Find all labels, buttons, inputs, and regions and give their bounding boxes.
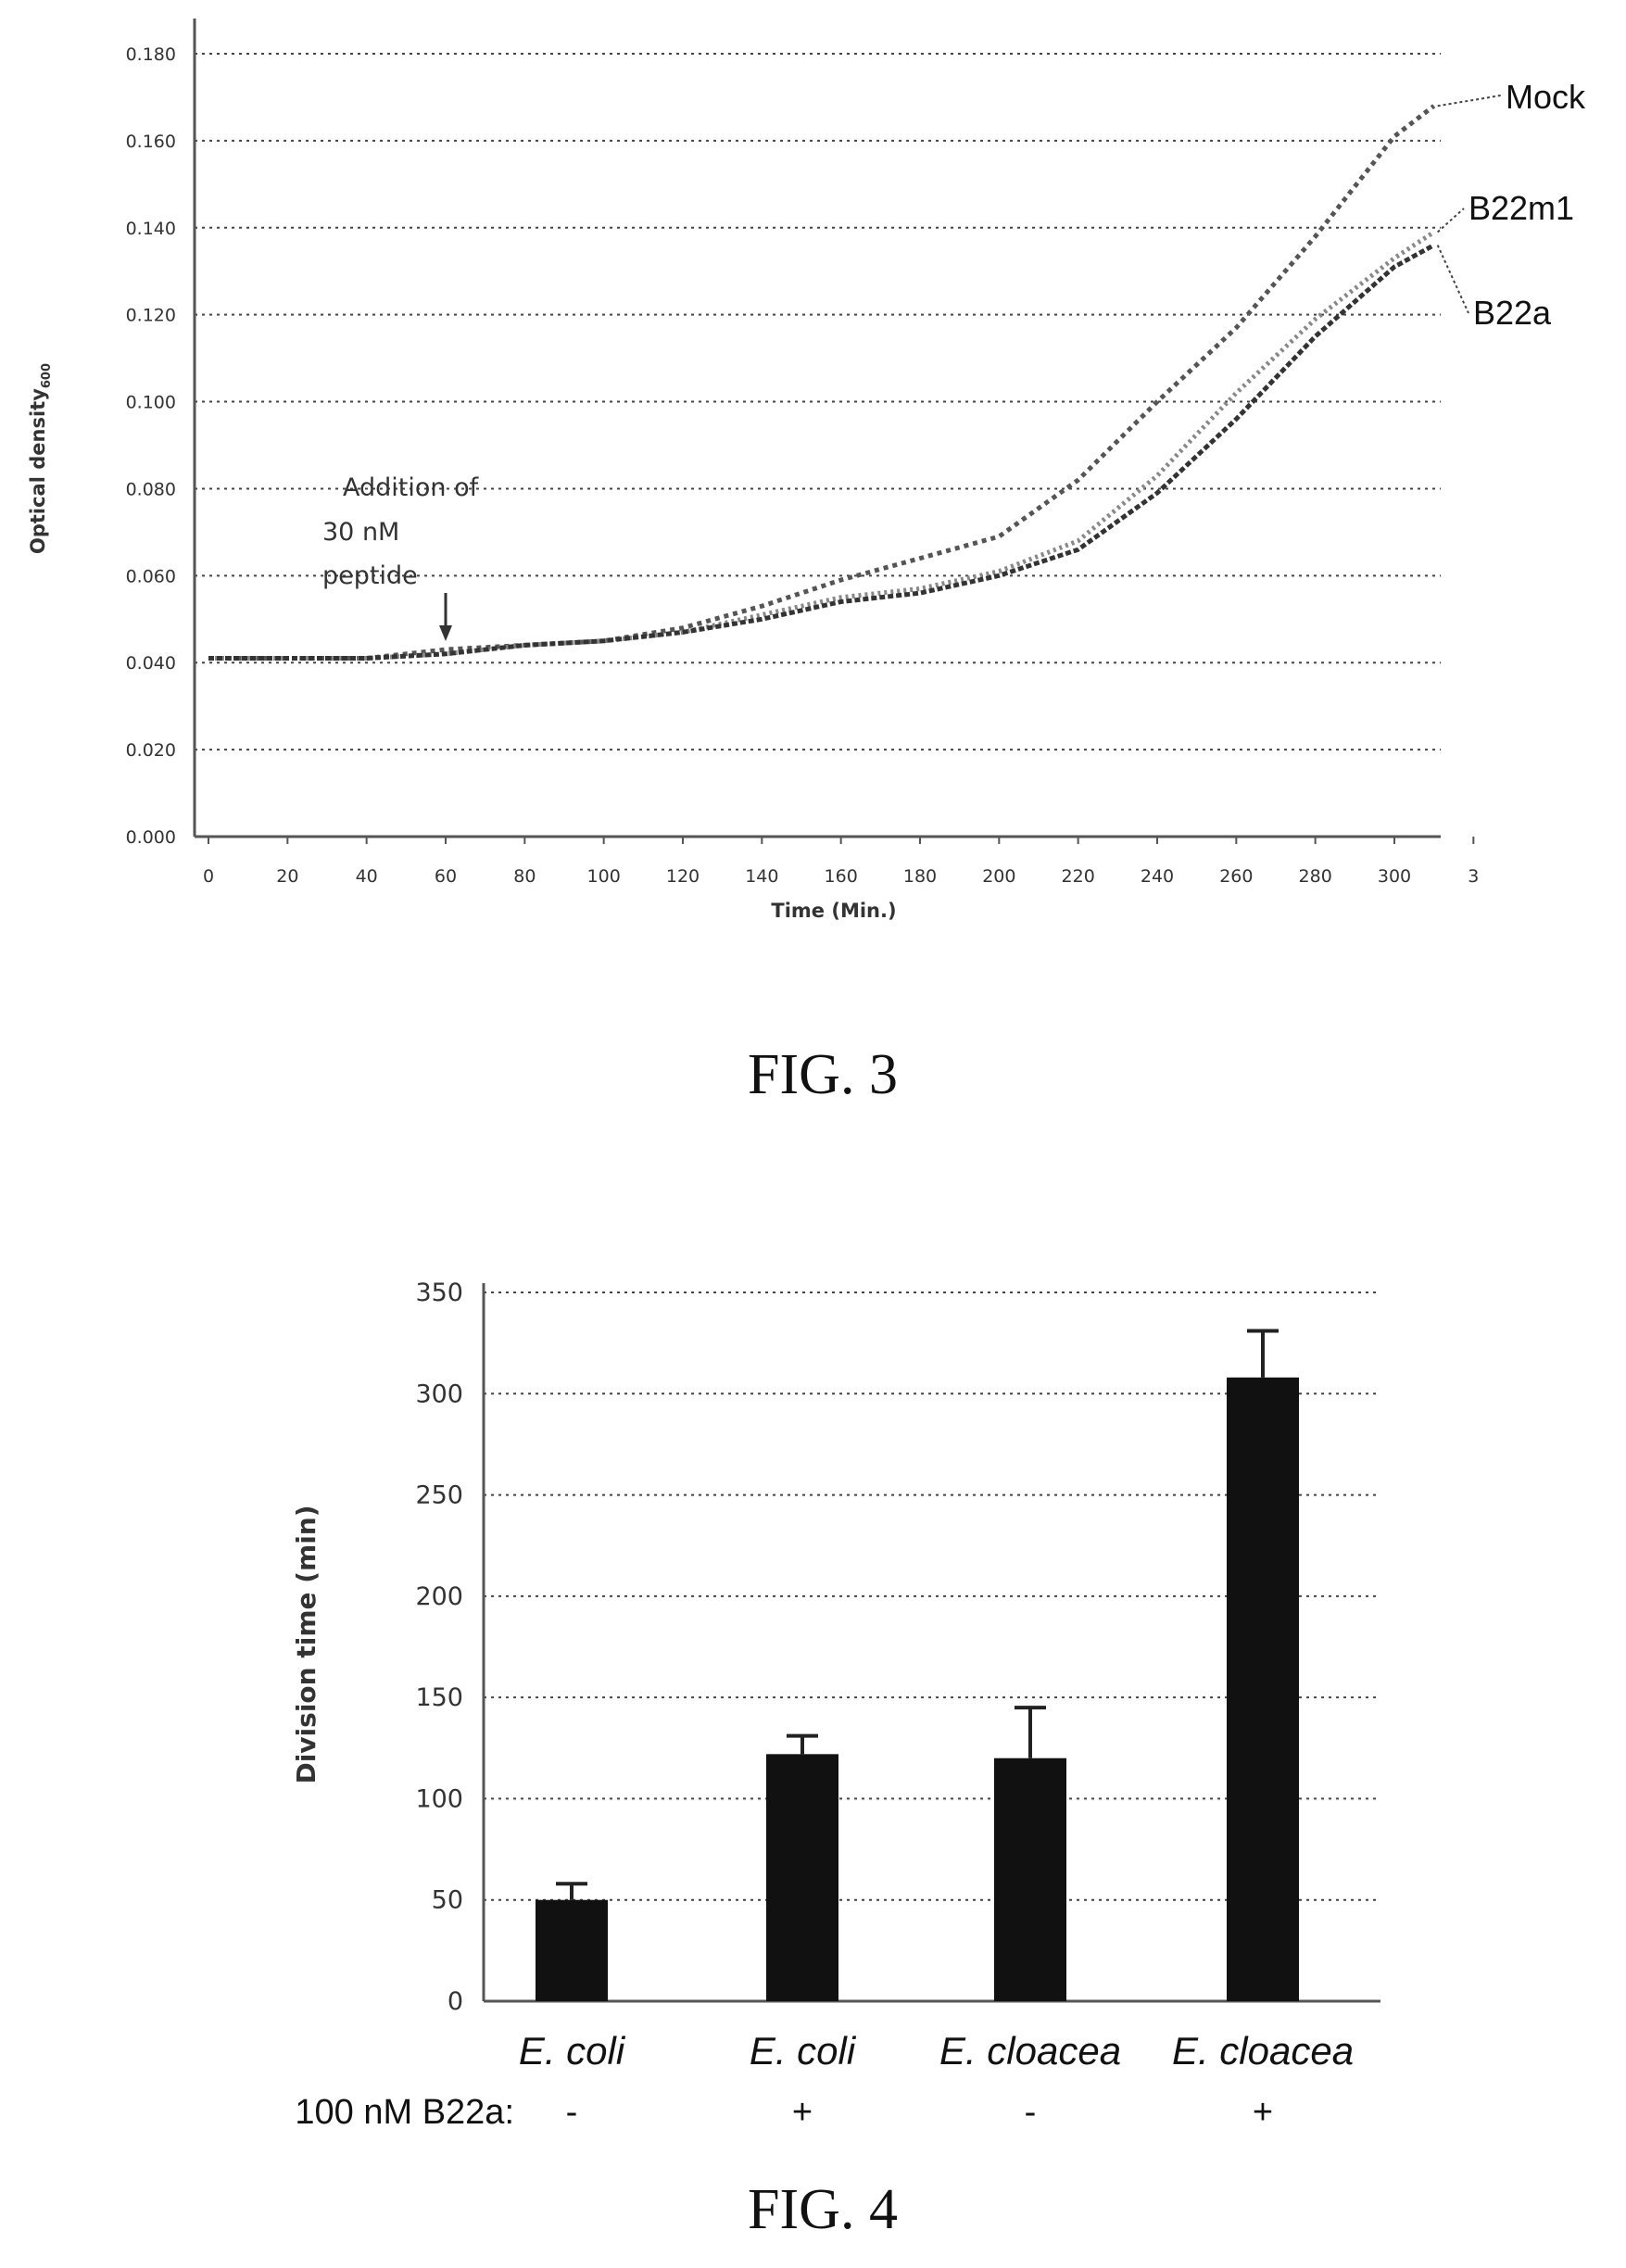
condition-value: - xyxy=(1025,2093,1037,2132)
fig3-y-axis-title: Optical density600 xyxy=(27,363,54,554)
fig3-y-tick: 0.140 xyxy=(126,219,176,239)
fig3-x-tick: 140 xyxy=(745,866,778,887)
bar xyxy=(536,1899,608,2001)
series-label-b22a: B22a xyxy=(1473,294,1552,332)
fig3-x-tick: 3 xyxy=(1468,866,1479,887)
fig3-x-tick-labels: 0 20 40 60 80 100 120 140 160 180 200 220 240 260 280 3… xyxy=(203,866,1479,887)
fig3-x-tick: 20 xyxy=(276,866,298,887)
bar xyxy=(994,1758,1066,2001)
fig4-bars xyxy=(536,1377,1299,2001)
series-leader-line xyxy=(1436,208,1465,233)
fig3-y-tick: 0.100 xyxy=(126,393,176,413)
fig4-y-tick: 350 xyxy=(415,1279,463,1307)
fig3-series-lines xyxy=(208,104,1436,661)
fig4-y-tick: 250 xyxy=(415,1481,463,1510)
fig3-y-tick: 0.080 xyxy=(126,479,176,499)
fig4-y-tick: 0 xyxy=(447,1987,463,2016)
fig3-y-tick: 0.040 xyxy=(126,653,176,674)
fig4-gridlines xyxy=(484,1292,1380,1901)
series-line-b22a xyxy=(208,243,1435,661)
fig3-caption: FIG. 3 xyxy=(748,1043,898,1106)
fig3-x-tick: 40 xyxy=(356,866,378,887)
fig4-y-tick: 200 xyxy=(415,1582,463,1611)
fig3-y-tick: 0.160 xyxy=(126,132,176,152)
fig3-x-tick: 80 xyxy=(513,866,536,887)
condition-value: + xyxy=(792,2093,813,2132)
fig4-y-tick: 150 xyxy=(415,1683,463,1712)
fig3-x-tick: 120 xyxy=(666,866,700,887)
fig3-label-leader-lines xyxy=(1436,94,1502,314)
category-label: E. cloacea xyxy=(1172,2029,1354,2073)
fig4-y-tick-labels: 0 50 100 150 200 250 300 350 xyxy=(415,1279,463,2016)
fig4-y-tick: 300 xyxy=(415,1380,463,1408)
bar xyxy=(1227,1377,1299,2001)
series-label-mock: Mock xyxy=(1506,78,1586,116)
category-label: E. cloacea xyxy=(939,2029,1121,2073)
series-leader-line xyxy=(1436,245,1469,314)
fig3-x-axis-title: Time (Min.) xyxy=(771,900,896,922)
fig3-y-tick: 0.120 xyxy=(126,306,176,326)
series-line-b22m1 xyxy=(208,230,1436,661)
series-leader-line xyxy=(1437,94,1502,107)
fig3-y-tick: 0.000 xyxy=(126,827,176,848)
fig3-y-tick: 0.020 xyxy=(126,740,176,761)
fig3-x-tick-marks xyxy=(208,837,1475,844)
annotation-arrowhead xyxy=(439,625,452,641)
fig4-y-axis-title: Division time (min) xyxy=(291,1505,321,1783)
condition-value: - xyxy=(566,2093,578,2132)
fig3-x-tick: 180 xyxy=(903,866,937,887)
annotation-line-3: peptide xyxy=(322,561,418,590)
fig4-caption: FIG. 4 xyxy=(748,2178,898,2241)
series-line-mock xyxy=(208,104,1436,661)
fig3-x-tick: 260 xyxy=(1219,866,1253,887)
fig3-gridlines xyxy=(195,53,1441,751)
condition-row-label: 100 nM B22a: xyxy=(295,2093,514,2132)
fig3-x-tick: 60 xyxy=(435,866,457,887)
category-label: E. coli xyxy=(519,2029,626,2073)
fig3-x-tick: 240 xyxy=(1141,866,1174,887)
fig3-y-axis-title-main: Optical density xyxy=(27,388,49,554)
fig3-x-tick: 200 xyxy=(982,866,1015,887)
fig4-condition-labels: - + - + xyxy=(566,2093,1273,2132)
fig3-x-tick: 100 xyxy=(587,866,621,887)
fig4-category-labels: E. coli E. coli E. cloacea E. cloacea xyxy=(519,2029,1354,2073)
fig3-x-tick: 280 xyxy=(1299,866,1332,887)
fig3-y-tick: 0.060 xyxy=(126,566,176,586)
condition-value: + xyxy=(1253,2093,1273,2132)
peptide-addition-annotation: Addition of 30 nM peptide xyxy=(322,473,480,641)
fig4-error-bars xyxy=(556,1329,1279,1900)
fig4-y-tick: 100 xyxy=(415,1784,463,1813)
fig3-y-tick-labels: 0.000 0.020 0.040 0.060 0.080 0.100 0.120 0.140… xyxy=(126,44,176,848)
fig4-y-tick: 50 xyxy=(432,1886,463,1915)
bar xyxy=(766,1754,838,2001)
fig3-x-tick: 300 xyxy=(1378,866,1411,887)
annotation-line-2: 30 nM xyxy=(322,518,399,547)
fig3-x-tick: 160 xyxy=(825,866,858,887)
fig3-x-tick: 0 xyxy=(203,866,214,887)
growth-curve-chart: 0.000 0.020 0.040 0.060 0.080 0.100 0.120 0.140… xyxy=(27,19,1586,1106)
annotation-line-1: Addition of xyxy=(343,473,480,502)
fig3-y-axis-title-subscript: 600 xyxy=(40,363,54,388)
series-label-b22m1: B22m1 xyxy=(1468,189,1574,227)
fig3-y-tick: 0.180 xyxy=(126,44,176,65)
fig3-x-tick: 220 xyxy=(1062,866,1095,887)
category-label: E. coli xyxy=(750,2029,857,2073)
